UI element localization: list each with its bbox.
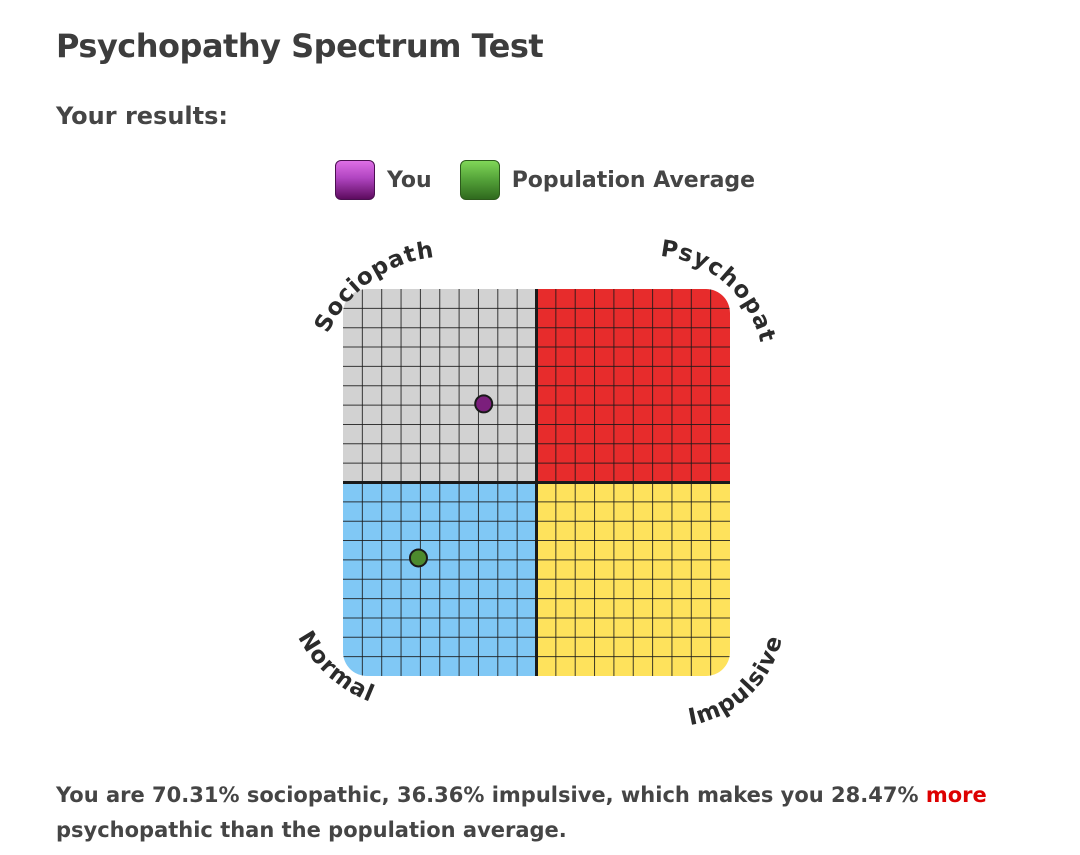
summary-text-end: psychopathic than the population average… (56, 818, 567, 842)
summary-text-start: You are 70.31% sociopathic, 36.36% impul… (56, 783, 919, 807)
summary-highlight: more (925, 783, 987, 807)
data-points (408, 394, 494, 568)
you-swatch (335, 160, 375, 200)
legend-item-average: Population Average (459, 160, 756, 200)
legend-label-average: Population Average (511, 167, 756, 193)
chart-legend: You Population Average (335, 159, 783, 201)
results-heading: Your results: (56, 102, 229, 130)
plot-area (343, 289, 730, 676)
page-title: Psychopathy Spectrum Test (56, 27, 544, 65)
you-point (474, 394, 494, 414)
legend-label-you: You (387, 167, 432, 193)
result-summary: You are 70.31% sociopathic, 36.36% impul… (56, 778, 1036, 848)
average-swatch (459, 160, 500, 200)
psychopathy-quadrant-chart: Sociopath Psychopath Normal Impulsive (280, 225, 787, 731)
population-average-point (408, 548, 428, 568)
legend-item-you: You (335, 160, 432, 200)
